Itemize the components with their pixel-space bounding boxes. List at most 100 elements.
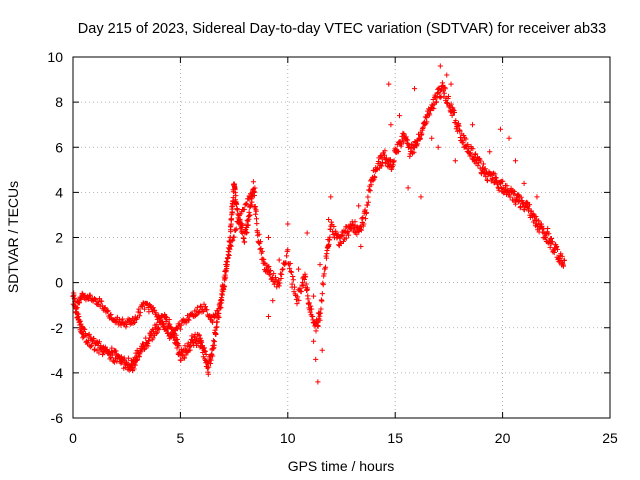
data-point-marker xyxy=(283,260,289,266)
data-point-marker xyxy=(391,158,397,164)
data-point-marker xyxy=(196,333,202,339)
data-point-marker xyxy=(257,239,264,245)
data-point-marker xyxy=(331,223,337,230)
data-point-marker xyxy=(233,201,240,207)
data-point-marker xyxy=(303,281,309,287)
data-point-marker xyxy=(245,222,251,228)
data-point-marker xyxy=(210,345,216,352)
data-point-marker xyxy=(233,193,239,199)
data-point-marker xyxy=(201,345,207,351)
data-point-marker xyxy=(225,251,231,258)
data-point-marker xyxy=(265,313,272,320)
data-point-marker xyxy=(237,216,243,223)
data-point-marker xyxy=(232,227,239,233)
data-point-marker xyxy=(424,119,430,125)
data-point-marker xyxy=(244,201,250,207)
data-point-marker xyxy=(561,257,568,263)
data-point-marker xyxy=(74,304,80,311)
data-point-marker xyxy=(229,238,235,244)
data-point-marker xyxy=(232,189,238,196)
data-point-marker xyxy=(123,324,129,330)
data-point-marker xyxy=(288,268,294,275)
data-point-marker xyxy=(243,201,249,207)
data-point-marker xyxy=(86,331,92,337)
data-point-marker xyxy=(136,313,143,319)
data-point-marker xyxy=(285,221,291,227)
data-point-marker xyxy=(448,81,454,87)
data-point-marker xyxy=(156,313,162,319)
data-point-marker xyxy=(512,191,518,197)
data-point-marker xyxy=(451,109,458,116)
data-point-marker xyxy=(551,249,557,256)
data-point-marker xyxy=(246,216,252,222)
data-point-marker xyxy=(289,284,295,290)
x-tick-label: 15 xyxy=(387,430,403,446)
data-point-marker xyxy=(328,219,334,225)
data-point-marker xyxy=(210,338,217,344)
data-point-marker xyxy=(75,311,81,317)
data-point-marker xyxy=(187,347,193,353)
data-point-marker xyxy=(207,360,214,367)
data-point-marker xyxy=(287,260,293,267)
data-point-marker xyxy=(166,316,172,323)
data-point-marker xyxy=(156,326,162,333)
data-point-marker xyxy=(236,221,242,227)
data-point-marker xyxy=(214,324,220,330)
data-point-marker xyxy=(300,275,306,281)
data-point-marker xyxy=(279,267,285,273)
data-point-marker xyxy=(358,243,364,250)
data-point-marker xyxy=(295,294,301,300)
data-point-marker xyxy=(512,158,519,164)
data-point-marker xyxy=(441,90,447,96)
data-point-marker xyxy=(226,252,232,259)
data-point-marker xyxy=(258,245,264,252)
data-point-marker xyxy=(368,182,374,188)
data-point-marker xyxy=(358,227,365,233)
data-point-marker xyxy=(132,362,138,368)
data-point-marker xyxy=(269,276,275,282)
data-point-marker xyxy=(208,357,214,363)
data-point-marker xyxy=(362,207,368,213)
data-point-marker xyxy=(405,185,411,191)
data-point-marker xyxy=(350,222,356,228)
data-point-marker xyxy=(305,296,311,302)
data-point-marker xyxy=(219,292,225,298)
data-point-marker xyxy=(546,231,552,237)
data-point-marker xyxy=(176,343,182,349)
data-point-marker xyxy=(453,118,459,124)
data-point-marker xyxy=(388,122,394,128)
data-point-marker xyxy=(105,308,111,314)
data-point-marker xyxy=(204,365,210,371)
data-point-marker xyxy=(253,208,259,214)
data-point-marker xyxy=(310,338,317,344)
data-point-marker xyxy=(442,86,448,92)
data-point-marker xyxy=(276,257,282,263)
data-point-marker xyxy=(306,300,312,306)
data-point-marker xyxy=(277,271,284,277)
data-point-marker xyxy=(220,289,226,295)
data-point-marker xyxy=(227,242,234,248)
y-tick-label: 2 xyxy=(55,230,63,246)
data-point-marker xyxy=(254,220,260,227)
data-point-marker xyxy=(279,271,285,277)
data-point-marker xyxy=(147,303,153,309)
data-point-marker xyxy=(317,317,323,323)
data-point-marker xyxy=(449,112,455,118)
data-point-marker xyxy=(490,176,496,182)
y-tick-label: 6 xyxy=(55,139,63,155)
data-point-marker xyxy=(228,228,234,235)
data-point-marker xyxy=(202,304,209,310)
data-point-marker xyxy=(223,258,230,264)
data-point-marker xyxy=(154,321,160,327)
data-point-marker xyxy=(218,300,224,306)
data-point-marker xyxy=(304,285,311,291)
data-point-marker xyxy=(159,319,165,325)
data-point-marker xyxy=(153,330,159,337)
data-point-marker xyxy=(457,128,463,134)
data-point-marker xyxy=(321,271,327,277)
data-point-marker xyxy=(111,359,118,365)
data-point-marker xyxy=(233,226,239,232)
data-point-marker xyxy=(467,150,474,156)
data-point-marker xyxy=(175,340,181,347)
data-point-marker xyxy=(213,324,219,330)
